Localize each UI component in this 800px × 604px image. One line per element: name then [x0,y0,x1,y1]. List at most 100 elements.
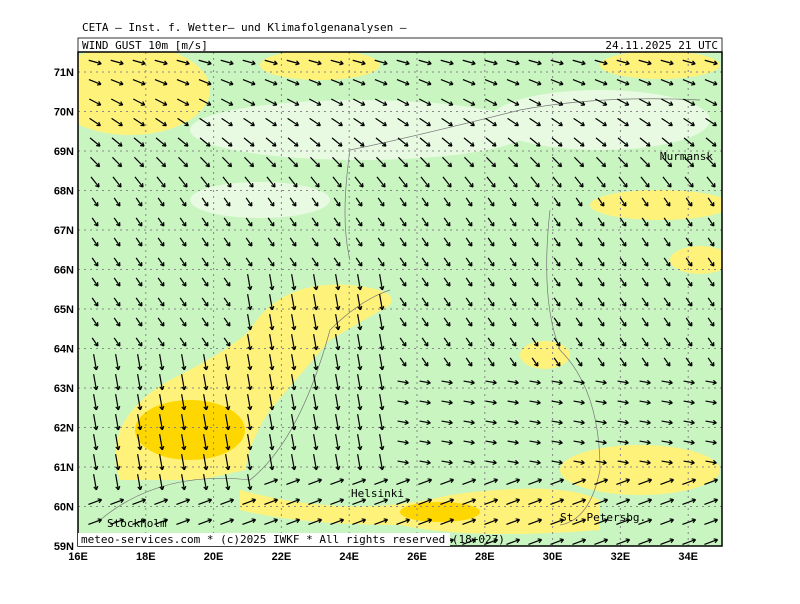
wind-arrow [110,518,125,525]
wind-arrow [685,257,693,267]
wind-arrow [443,277,451,287]
wind-arrow [441,117,453,127]
wind-arrow [464,156,475,168]
wind-arrow [462,79,476,86]
wind-arrow [198,79,212,86]
wind-arrow [159,394,165,411]
field [78,52,722,546]
wind-arrow [595,459,607,465]
wind-arrow [487,277,495,287]
wind-arrow [508,176,518,188]
light-patch [190,182,330,218]
wind-arrow [573,459,585,465]
wind-arrow [377,257,385,267]
wind-arrow [352,498,367,505]
lat-label: 71N [54,67,74,79]
wind-arrow [484,478,499,485]
wind-arrow [595,399,607,405]
wind-arrow [509,317,517,327]
wind-arrow [203,374,209,391]
wind-arrow [399,297,407,307]
wind-arrow [572,478,587,485]
wind-arrow [663,317,671,327]
wind-arrow [374,98,388,106]
wind-arrow [354,176,364,188]
wind-arrow [203,354,209,371]
wind-arrow [221,117,233,127]
wind-arrow [176,98,190,106]
wind-arrow [159,354,165,371]
wind-arrow [203,474,209,491]
wind-arrow [597,257,605,267]
wind-arrow [399,237,407,247]
wind-arrow [507,439,519,445]
wind-arrow [509,357,517,367]
wind-arrow [663,257,671,267]
wind-arrow [223,317,231,327]
wind-arrow [551,137,563,147]
lon-label: 28E [475,551,495,563]
wind-arrow [113,257,121,267]
wind-arrow [335,374,341,391]
wind-arrow [93,374,99,391]
wind-arrow [528,538,543,545]
wind-arrow [264,79,278,86]
wind-arrow [663,197,671,207]
wind-arrow [110,79,124,86]
wind-arrow [707,277,715,287]
wind-arrow [509,337,517,347]
wind-arrow [465,337,473,347]
wind-arrow [553,217,561,227]
wind-arrow [220,59,234,66]
wind-arrow [157,337,165,347]
wind-arrow [286,498,301,505]
wind-arrow [509,297,517,307]
wind-arrow [396,98,410,106]
wind-arrow [486,156,497,168]
wind-arrow [308,79,322,86]
wind-arrow [291,274,297,291]
wind-arrow [113,317,121,327]
wind-arrow [619,297,627,307]
wind-arrow [640,156,651,168]
lat-label: 63N [54,383,74,395]
wind-arrow [683,379,695,385]
wind-arrow [375,117,387,127]
wind-arrow [617,117,629,127]
wind-arrow [465,197,473,207]
wind-arrow [379,394,385,411]
wind-arrow [442,156,453,168]
wind-arrow [399,337,407,347]
wind-arrow [269,314,275,331]
wind-arrow [137,394,143,411]
wind-arrow [222,176,232,188]
wind-arrow [685,297,693,307]
wind-arrow [705,137,717,147]
wind-arrow [682,478,697,485]
lon-label: 18E [136,551,156,563]
wind-arrow [353,117,365,127]
wind-arrow [396,59,410,66]
wind-arrow [291,294,297,311]
wind-arrow [396,518,411,525]
wind-arrow [132,498,147,505]
wind-arrow [247,334,253,351]
wind-arrow [551,399,563,405]
wind-arrow [376,156,387,168]
wind-arrow [225,374,231,391]
wind-arrow [110,59,124,66]
wind-arrow [572,518,587,525]
wind-arrow [115,474,121,491]
wind-arrow [88,498,103,505]
wind-arrow [506,538,521,545]
wind-arrow [619,337,627,347]
wind-arrow [357,354,363,371]
wind-arrow [223,297,231,307]
wind-arrow [617,439,629,445]
wind-arrow [245,217,253,227]
wind-arrow [201,237,209,247]
wind-arrow [352,518,367,525]
wind-arrow [663,277,671,287]
wind-arrow [465,317,473,327]
place-label: Helsinki [351,487,404,500]
